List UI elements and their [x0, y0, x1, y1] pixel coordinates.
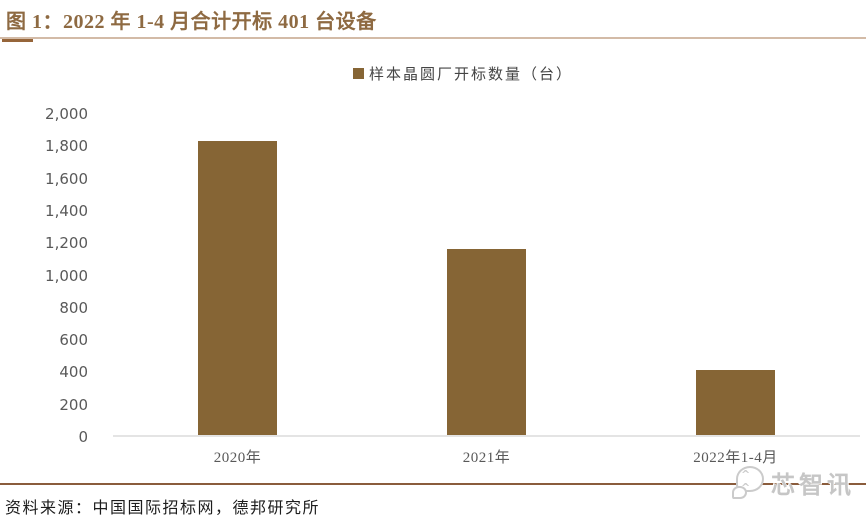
x-tick-label: 2022年1-4月 [693, 450, 778, 466]
figure-title: 图 1：2022 年 1-4 月合计开标 401 台设备 [6, 11, 377, 33]
title-divider [0, 37, 866, 39]
y-tick-label: 1,600 [45, 170, 88, 188]
y-tick-label: 0 [78, 428, 88, 446]
chart-legend: 样本晶圆厂开标数量（台） [113, 64, 813, 83]
bar-2021年 [447, 249, 526, 435]
y-tick-label: 2,000 [45, 105, 88, 123]
x-tick-label: 2020年 [213, 450, 262, 466]
y-tick-label: 400 [59, 363, 88, 381]
y-tick-label: 1,200 [45, 234, 88, 252]
bar-2020年 [198, 141, 277, 435]
bar-2022年1-4月 [696, 370, 775, 435]
footer-divider [0, 483, 866, 485]
legend-swatch [352, 67, 364, 79]
small-chat-bubble [732, 486, 747, 499]
legend-label: 样本晶圆厂开标数量（台） [368, 66, 573, 83]
y-tick-label: 1,000 [45, 267, 88, 285]
source-note: 资料来源：中国国际招标网，德邦研究所 [5, 500, 321, 517]
x-tick-label: 2021年 [462, 450, 511, 466]
watermark-logo: ^ ^ 芯智讯 [731, 464, 855, 500]
y-tick-label: 1,800 [45, 137, 88, 155]
chat-bubbles-smiley-icon: ^ ^ [731, 464, 767, 500]
y-tick-label: 200 [59, 396, 88, 414]
title-divider-accent [2, 39, 33, 42]
y-tick-label: 800 [59, 299, 88, 317]
bar-chart-plot-area [113, 114, 860, 437]
y-tick-label: 1,400 [45, 202, 88, 220]
smiley-eyes: ^ ^ [741, 468, 753, 494]
y-tick-label: 600 [59, 331, 88, 349]
watermark-text: 芯智讯 [771, 470, 855, 499]
